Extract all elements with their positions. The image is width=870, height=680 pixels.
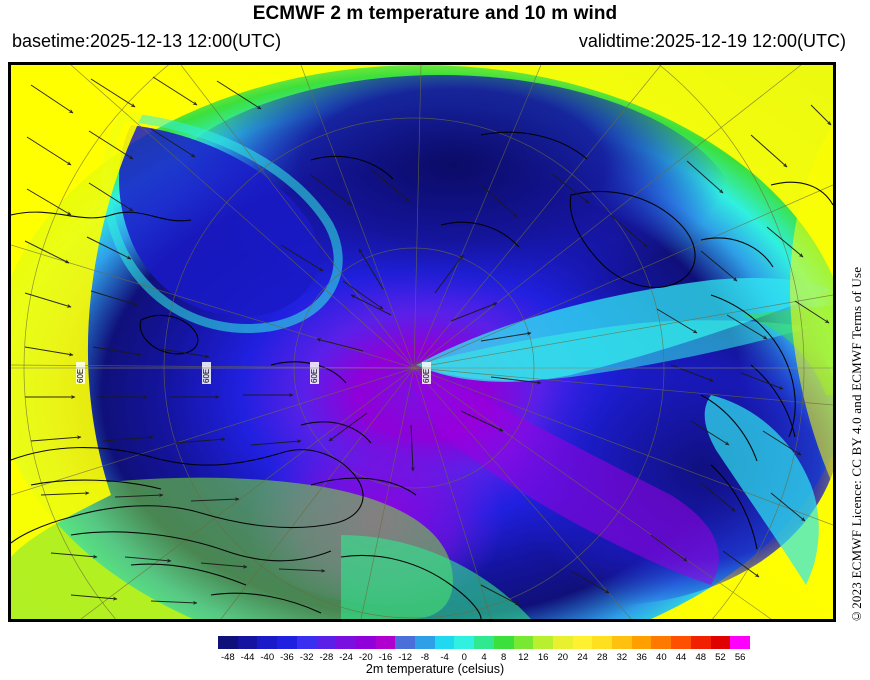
colorbar-tick: -20 — [358, 652, 373, 663]
colorbar-tick: 32 — [616, 652, 628, 663]
colorbar-tick: 16 — [537, 652, 549, 663]
colorbar-tick: 36 — [636, 652, 647, 663]
coastlines — [11, 131, 833, 619]
colorbar-tick: 0 — [461, 652, 467, 663]
colorbar-tick: -12 — [398, 652, 413, 663]
colorbar-tick: 48 — [695, 652, 707, 663]
colorbar-segment — [612, 636, 632, 649]
colorbar-segment — [552, 636, 573, 649]
colorbar: -48 -44 -40 -36 -32 -28 -24 -20 -16 -12 -8 -4 0 4 8 12 1… — [218, 636, 750, 664]
colorbar-segment — [415, 636, 435, 649]
page-title: ECMWF 2 m temperature and 10 m wind — [252, 3, 618, 24]
svg-text:60E: 60E — [202, 369, 211, 383]
temperature-wind-map[interactable]: 60E 60E 60E 60E — [11, 65, 833, 619]
colorbar-segment — [710, 636, 731, 649]
colorbar-tick: 4 — [481, 652, 487, 663]
colorbar-segment — [533, 636, 553, 649]
colorbar-tick: -44 — [240, 652, 255, 663]
colorbar-segment — [395, 636, 416, 649]
colorbar-segment — [513, 636, 534, 649]
colorbar-tick: -40 — [260, 652, 275, 663]
copyright-notice: ©2023 ECMWF Licence: CC BY 4.0 and ECMWF… — [849, 266, 864, 624]
svg-text:60E: 60E — [422, 369, 431, 383]
colorbar-segment — [218, 636, 238, 649]
map-frame[interactable]: 60E 60E 60E 60E — [8, 62, 836, 622]
colorbar-segment — [474, 636, 494, 649]
colorbar-tick: -24 — [339, 652, 353, 663]
colorbar-tick: -28 — [319, 652, 334, 663]
colorbar-tick: -16 — [378, 652, 393, 663]
colorbar-segment — [651, 636, 672, 649]
colorbar-tick: 24 — [577, 652, 588, 663]
colorbar-segment — [730, 636, 750, 649]
colorbar-ticks: -48 -44 -40 -36 -32 -28 -24 -20 -16 -12 -8 -4 0 4 8 12 1… — [218, 652, 750, 664]
colorbar-label: 2m temperature (celsius) — [365, 662, 505, 676]
colorbar-segment — [454, 636, 475, 649]
colorbar-tick: -32 — [299, 652, 314, 663]
colorbar-segment — [671, 636, 691, 649]
svg-text:60E: 60E — [76, 369, 85, 383]
validtime-label: validtime:2025-12-19 12:00(UTC) — [578, 31, 846, 51]
wind-arrows — [24, 76, 832, 606]
colorbar-segment — [237, 636, 258, 649]
colorbar-tick: 8 — [501, 652, 507, 663]
colorbar-segment — [690, 636, 711, 649]
colorbar-tick: 44 — [675, 652, 687, 663]
temperature-field — [11, 65, 833, 619]
colorbar-segment — [592, 636, 613, 649]
basetime-label: basetime:2025-12-13 12:00(UTC) — [12, 31, 282, 51]
colorbar-tick: 28 — [596, 652, 608, 663]
colorbar-segment — [434, 636, 455, 649]
colorbar-tick: -48 — [220, 652, 235, 663]
colorbar-tick: 52 — [715, 652, 726, 663]
colorbar-segment — [631, 636, 652, 649]
colorbar-segment — [257, 636, 278, 649]
colorbar-tick: -4 — [440, 652, 449, 663]
svg-text:60E: 60E — [310, 369, 319, 383]
graticule — [11, 65, 833, 619]
colorbar-tick: -36 — [280, 652, 294, 663]
colorbar-segment — [277, 636, 297, 649]
colorbar-tick: -8 — [420, 652, 430, 663]
colorbar-segment — [296, 636, 317, 649]
colorbar-tick: 12 — [518, 652, 529, 663]
colorbar-segment — [316, 636, 337, 649]
colorbar-segment — [375, 636, 396, 649]
colorbar-segment — [493, 636, 514, 649]
colorbar-segment — [355, 636, 376, 649]
colorbar-tick: 56 — [734, 652, 746, 663]
colorbar-segment — [572, 636, 593, 649]
colorbar-tick: 20 — [557, 652, 569, 663]
colorbar-segment — [336, 636, 356, 649]
colorbar-swatches — [218, 636, 750, 649]
colorbar-tick: 40 — [656, 652, 667, 663]
